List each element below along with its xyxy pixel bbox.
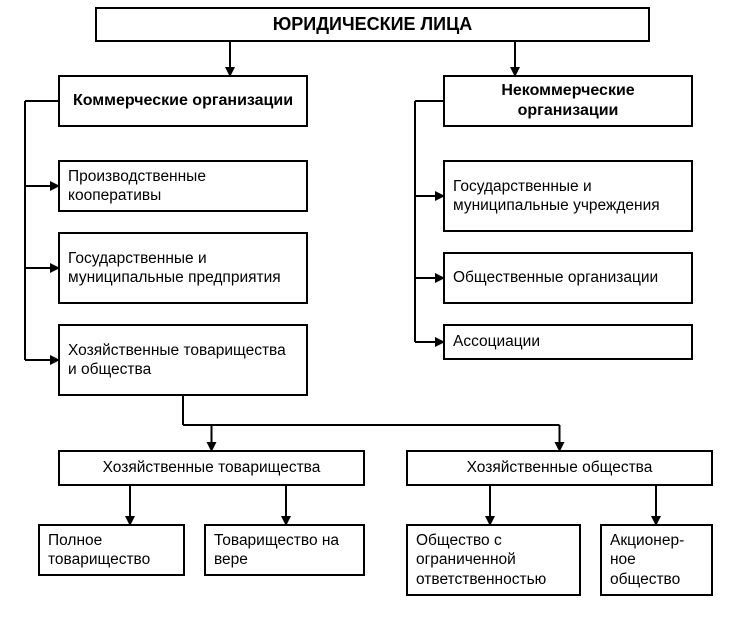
node-co2: Акционер- ное общество [600, 524, 713, 596]
node-c1-label: Производственные кооперативы [68, 167, 298, 206]
node-partnerships: Хозяйственные товарищества [58, 450, 365, 486]
node-root: ЮРИДИЧЕСКИЕ ЛИЦА [95, 7, 650, 42]
node-companies: Хозяйственные общества [406, 450, 713, 486]
node-n2-label: Общественные организации [453, 268, 658, 287]
node-n1-label: Государственные и муниципальные учрежден… [453, 177, 683, 216]
node-co1: Общество с ограниченной ответственностью [406, 524, 581, 596]
node-p1-label: Полное товарищество [48, 531, 175, 570]
node-p2: Товарищество на вере [204, 524, 365, 576]
node-commercial-label: Коммерческие организации [73, 91, 293, 111]
node-noncommercial-label: Некоммерческие организации [453, 81, 683, 121]
node-n2: Общественные организации [443, 252, 693, 304]
node-c1: Производственные кооперативы [58, 160, 308, 212]
node-n3: Ассоциации [443, 324, 693, 360]
node-c2: Государственные и муниципальные предприя… [58, 232, 308, 304]
node-companies-label: Хозяйственные общества [467, 458, 653, 477]
node-noncommercial: Некоммерческие организации [443, 75, 693, 127]
node-c2-label: Государственные и муниципальные предприя… [68, 249, 298, 288]
node-n1: Государственные и муниципальные учрежден… [443, 160, 693, 232]
node-co1-label: Общество с ограниченной ответственностью [416, 531, 571, 589]
node-p2-label: Товарищество на вере [214, 531, 355, 570]
node-n3-label: Ассоциации [453, 332, 540, 351]
node-c3-label: Хозяйственные товарищества и общества [68, 341, 298, 380]
node-p1: Полное товарищество [38, 524, 185, 576]
node-partnerships-label: Хозяйственные товарищества [103, 458, 321, 477]
node-commercial: Коммерческие организации [58, 75, 308, 127]
node-co2-label: Акционер- ное общество [610, 531, 703, 589]
node-c3: Хозяйственные товарищества и общества [58, 324, 308, 396]
node-root-label: ЮРИДИЧЕСКИЕ ЛИЦА [273, 13, 473, 36]
